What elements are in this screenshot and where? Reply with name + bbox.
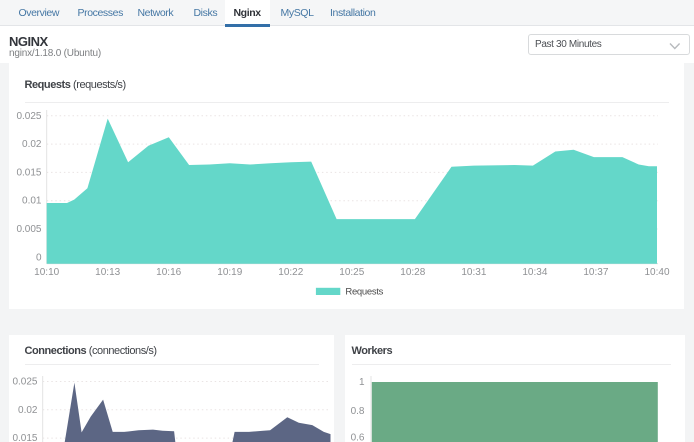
- svg-text:10:34: 10:34: [522, 267, 547, 278]
- svg-text:10:25: 10:25: [339, 267, 364, 278]
- svg-text:0: 0: [36, 252, 42, 263]
- svg-text:0.005: 0.005: [16, 224, 41, 235]
- svg-text:0.025: 0.025: [16, 111, 41, 122]
- svg-text:10:13: 10:13: [95, 267, 120, 278]
- svg-text:10:37: 10:37: [583, 267, 608, 278]
- svg-text:0.015: 0.015: [12, 433, 37, 442]
- svg-text:10:40: 10:40: [644, 267, 669, 278]
- svg-text:0.6: 0.6: [351, 433, 365, 442]
- svg-text:0.015: 0.015: [16, 167, 41, 178]
- svg-text:10:22: 10:22: [278, 267, 303, 278]
- svg-text:0.02: 0.02: [22, 139, 42, 150]
- svg-text:10:19: 10:19: [217, 267, 242, 278]
- svg-text:0.8: 0.8: [351, 406, 365, 417]
- svg-text:10:28: 10:28: [400, 267, 425, 278]
- svg-text:10:16: 10:16: [156, 267, 181, 278]
- svg-text:0.02: 0.02: [18, 405, 38, 416]
- svg-text:0.025: 0.025: [12, 377, 37, 388]
- svg-text:10:31: 10:31: [461, 267, 486, 278]
- svg-text:Requests: Requests: [345, 287, 383, 298]
- svg-text:0.01: 0.01: [22, 196, 42, 207]
- svg-text:1: 1: [359, 377, 365, 388]
- svg-text:10:10: 10:10: [34, 267, 59, 278]
